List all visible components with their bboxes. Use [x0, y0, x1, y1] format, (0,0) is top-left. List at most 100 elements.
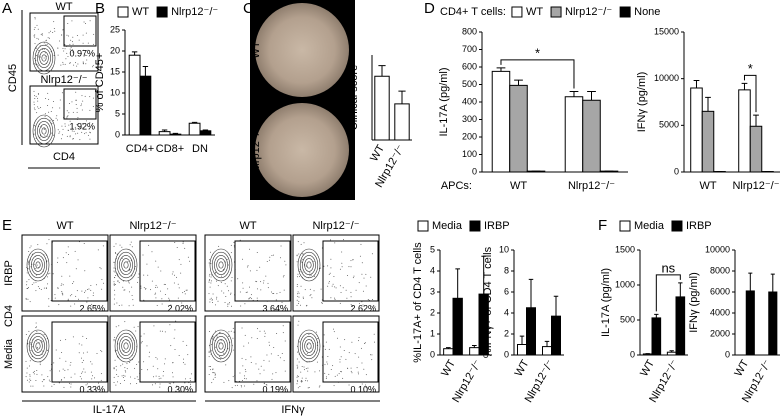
flow-dot	[348, 384, 350, 386]
flow-dot	[33, 263, 35, 265]
flow-contour	[211, 251, 231, 279]
flow-dot	[268, 259, 270, 261]
flow-dot	[117, 280, 119, 282]
flow-dot	[81, 127, 83, 129]
flow-dot	[81, 131, 83, 133]
flow-dot	[41, 381, 43, 383]
flow-dot	[66, 117, 68, 119]
flow-dot	[56, 115, 58, 117]
flow-dot	[48, 111, 50, 113]
flow-dot	[80, 378, 82, 380]
flow-dot	[256, 288, 258, 290]
flow-dot	[48, 379, 50, 381]
flow-dot	[242, 282, 244, 284]
flow-dot	[180, 263, 182, 265]
flow-contour	[297, 329, 321, 363]
flow-dot	[62, 47, 64, 49]
error-bar	[445, 347, 451, 349]
error-bar	[753, 114, 759, 127]
gate-percentage: 0.97%	[69, 48, 95, 58]
flow-dot	[34, 36, 36, 38]
flow-dot	[59, 107, 61, 109]
flow-dot	[37, 93, 39, 95]
flow-dot	[59, 99, 61, 101]
error-bar	[202, 129, 209, 131]
flow-dot	[37, 100, 39, 102]
error-bar	[398, 90, 406, 104]
flow-dot	[73, 281, 75, 283]
flow-dot	[168, 297, 170, 299]
flow-dot	[89, 138, 91, 140]
flow-dot	[57, 54, 59, 56]
flow-dot	[260, 289, 262, 291]
flow-dot	[128, 305, 130, 307]
flow-dot	[51, 132, 53, 134]
flow-dot	[173, 337, 175, 339]
flow-dot	[113, 261, 115, 263]
flow-dot	[301, 381, 303, 383]
flow-dot	[121, 304, 123, 306]
flow-dot	[33, 90, 35, 92]
flow-dot	[298, 320, 300, 322]
flow-dot	[283, 289, 285, 291]
flow-dot	[26, 281, 28, 283]
flow-dot	[253, 383, 255, 385]
flow-dot	[300, 380, 302, 382]
bar	[188, 122, 201, 136]
x-tick-label: CD8+	[156, 143, 184, 155]
flow-dot	[241, 379, 243, 381]
flow-dot	[35, 380, 37, 382]
flow-dot	[283, 360, 285, 362]
flow-dot	[297, 241, 299, 243]
row-label: WT	[250, 41, 262, 58]
flow-dot	[52, 100, 54, 102]
flow-dot	[89, 20, 91, 22]
flow-dot	[297, 302, 299, 304]
y-tick-label: 10000	[654, 73, 679, 83]
flow-contour	[209, 329, 233, 363]
flow-dot	[208, 373, 210, 375]
flow-dot	[317, 337, 319, 339]
bar	[139, 75, 152, 136]
bar	[517, 344, 527, 356]
flow-dot	[326, 361, 328, 363]
bar	[526, 307, 536, 356]
error-bar	[741, 82, 748, 90]
flow-dot	[75, 133, 77, 135]
flow-dot	[305, 368, 307, 370]
flow-dot	[350, 303, 352, 305]
flow-dot	[54, 294, 56, 296]
flow-dot	[114, 252, 116, 254]
flow-dot	[244, 385, 246, 387]
flow-dot	[37, 28, 39, 30]
flow-dot	[33, 28, 35, 30]
flow-dot	[82, 34, 84, 36]
flow-contour	[28, 251, 48, 279]
flow-dot	[228, 303, 230, 305]
flow-dot	[356, 367, 358, 369]
flow-dot	[34, 95, 36, 97]
flow-dot	[100, 379, 102, 381]
flow-dot	[367, 299, 369, 301]
flow-dot	[299, 269, 301, 271]
flow-dot	[220, 356, 222, 358]
flow-dot	[325, 377, 327, 379]
flow-dot	[136, 383, 138, 385]
flow-dot	[37, 106, 39, 108]
y-tick-label: 20	[110, 45, 120, 55]
flow-dot	[85, 23, 87, 25]
flow-dot	[301, 260, 303, 262]
flow-dot	[81, 344, 83, 346]
flow-dot	[319, 370, 321, 372]
flow-dot	[155, 297, 157, 299]
flow-dot	[338, 373, 340, 375]
flow-dot	[48, 32, 50, 34]
flow-dot	[59, 357, 61, 359]
flow-dot	[43, 385, 45, 387]
flow-dot	[215, 330, 217, 332]
flow-dot	[67, 55, 69, 57]
axis-label: IFNγ	[281, 404, 305, 416]
flow-dot	[296, 284, 298, 286]
flow-dot	[350, 260, 352, 262]
flow-dot	[58, 304, 60, 306]
